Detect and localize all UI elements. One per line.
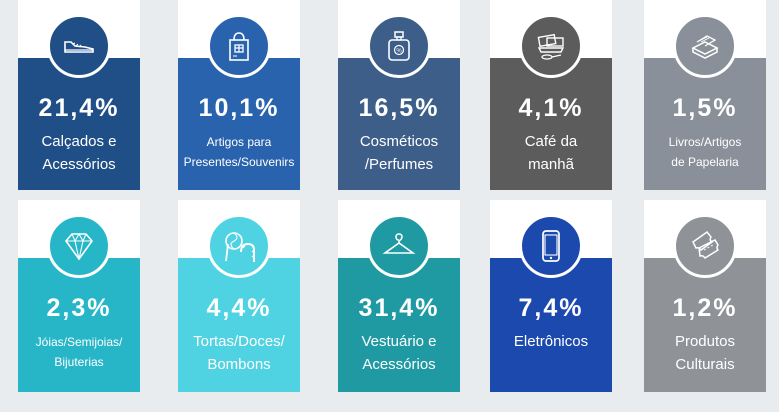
category-card: 10,1% Artigos para Presentes/Souvenirs bbox=[178, 0, 300, 190]
svg-text:%: % bbox=[396, 49, 402, 55]
breakfast-icon bbox=[519, 14, 583, 78]
percentage-label: 1,5% bbox=[672, 94, 738, 122]
sneaker-icon bbox=[47, 14, 111, 78]
percentage-label: 4,4% bbox=[206, 294, 272, 322]
hanger-icon bbox=[367, 214, 431, 278]
card-panel: 10,1% Artigos para Presentes/Souvenirs bbox=[178, 58, 300, 190]
perfume-bottle-icon: % bbox=[367, 14, 431, 78]
card-panel: 16,5% Cosméticos /Perfumes bbox=[338, 58, 460, 190]
category-label: Cosméticos /Perfumes bbox=[359, 133, 439, 173]
category-card: 31,4% Vestuário e Acessórios bbox=[338, 200, 460, 392]
category-card: 4,1% Café da manhã bbox=[490, 0, 612, 190]
category-label: Eletrônicos bbox=[513, 333, 589, 350]
books-icon bbox=[673, 14, 737, 78]
card-panel: 21,4% Calçados e Acessórios bbox=[18, 58, 140, 190]
diamond-icon bbox=[47, 214, 111, 278]
card-panel: 1,2% Produtos Culturais bbox=[644, 258, 766, 392]
card-panel: 31,4% Vestuário e Acessórios bbox=[338, 258, 460, 392]
card-panel: 1,5% Livros/Artigos de Papelaria bbox=[644, 58, 766, 190]
category-card: 21,4% Calçados e Acessórios bbox=[18, 0, 140, 190]
category-label: Livros/Artigos de Papelaria bbox=[668, 135, 742, 169]
percentage-label: 7,4% bbox=[518, 294, 584, 322]
gift-bag-icon bbox=[207, 14, 271, 78]
category-card: 1,5% Livros/Artigos de Papelaria bbox=[644, 0, 766, 190]
percentage-label: 4,1% bbox=[518, 94, 584, 122]
category-card: 2,3% Jóias/Semijoias/ Bijuterias bbox=[18, 200, 140, 392]
category-label: Café da manhã bbox=[524, 133, 578, 173]
category-label: Artigos para Presentes/Souvenirs bbox=[183, 135, 295, 169]
card-panel: 4,1% Café da manhã bbox=[490, 58, 612, 190]
card-panel: 2,3% Jóias/Semijoias/ Bijuterias bbox=[18, 258, 140, 392]
category-label: Vestuário e Acessórios bbox=[361, 333, 437, 373]
category-card: 7,4% Eletrônicos bbox=[490, 200, 612, 392]
card-panel: 7,4% Eletrônicos bbox=[490, 258, 612, 392]
card-panel: 4,4% Tortas/Doces/ Bombons bbox=[178, 258, 300, 392]
smartphone-icon bbox=[519, 214, 583, 278]
category-label: Produtos Culturais bbox=[674, 333, 736, 373]
tickets-icon bbox=[673, 214, 737, 278]
percentage-label: 31,4% bbox=[358, 294, 440, 322]
category-card: 4,4% Tortas/Doces/ Bombons bbox=[178, 200, 300, 392]
category-card: 1,2% Produtos Culturais bbox=[644, 200, 766, 392]
percentage-label: 1,2% bbox=[672, 294, 738, 322]
percentage-label: 2,3% bbox=[46, 294, 112, 322]
category-label: Calçados e Acessórios bbox=[41, 133, 117, 173]
percentage-label: 10,1% bbox=[198, 94, 280, 122]
category-card: 16,5% Cosméticos /Perfumes% bbox=[338, 0, 460, 190]
category-label: Tortas/Doces/ Bombons bbox=[193, 333, 285, 373]
candy-icon bbox=[207, 214, 271, 278]
category-label: Jóias/Semijoias/ Bijuterias bbox=[35, 335, 123, 369]
percentage-label: 21,4% bbox=[38, 94, 120, 122]
percentage-label: 16,5% bbox=[358, 94, 440, 122]
